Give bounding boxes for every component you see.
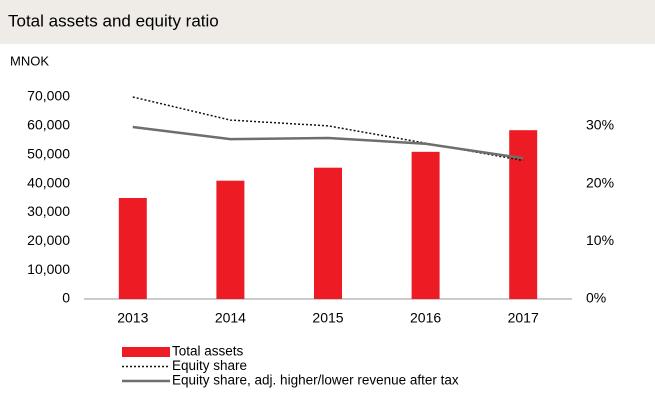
y2-tick-label: 20% bbox=[586, 174, 614, 190]
y-tick-label: 0 bbox=[62, 290, 70, 306]
y2-tick-label: 10% bbox=[586, 232, 614, 248]
x-tick-label: 2015 bbox=[312, 310, 343, 326]
bar bbox=[216, 180, 245, 299]
line-series bbox=[132, 125, 524, 160]
bar bbox=[411, 151, 440, 299]
y2-tick-label: 30% bbox=[586, 117, 614, 133]
x-tick-label: 2013 bbox=[117, 310, 148, 326]
y-tick-label: 30,000 bbox=[27, 203, 70, 219]
y-tick-label: 40,000 bbox=[27, 174, 70, 190]
y-tick-label: 50,000 bbox=[27, 145, 70, 161]
bar bbox=[509, 130, 538, 299]
bar bbox=[314, 167, 342, 299]
line-series bbox=[132, 96, 524, 162]
legend-label: Equity share bbox=[172, 358, 247, 373]
y-tick-label: 60,000 bbox=[27, 117, 70, 133]
y2-tick-label: 0% bbox=[586, 290, 606, 306]
title-band bbox=[0, 0, 655, 44]
y-tick-label: 70,000 bbox=[27, 88, 70, 104]
x-tick-label: 2014 bbox=[215, 310, 246, 326]
chart-title: Total assets and equity ratio bbox=[8, 11, 219, 30]
x-tick-label: 2016 bbox=[410, 310, 441, 326]
legend-label: Equity share, adj. higher/lower revenue … bbox=[172, 373, 459, 388]
x-tick-label: 2017 bbox=[508, 310, 539, 326]
y-axis-label: MNOK bbox=[10, 53, 49, 68]
legend-label: Total assets bbox=[172, 344, 244, 359]
y-tick-label: 20,000 bbox=[27, 232, 70, 248]
legend-swatch bbox=[122, 347, 170, 357]
y-tick-label: 10,000 bbox=[27, 261, 70, 277]
bar bbox=[118, 198, 147, 299]
